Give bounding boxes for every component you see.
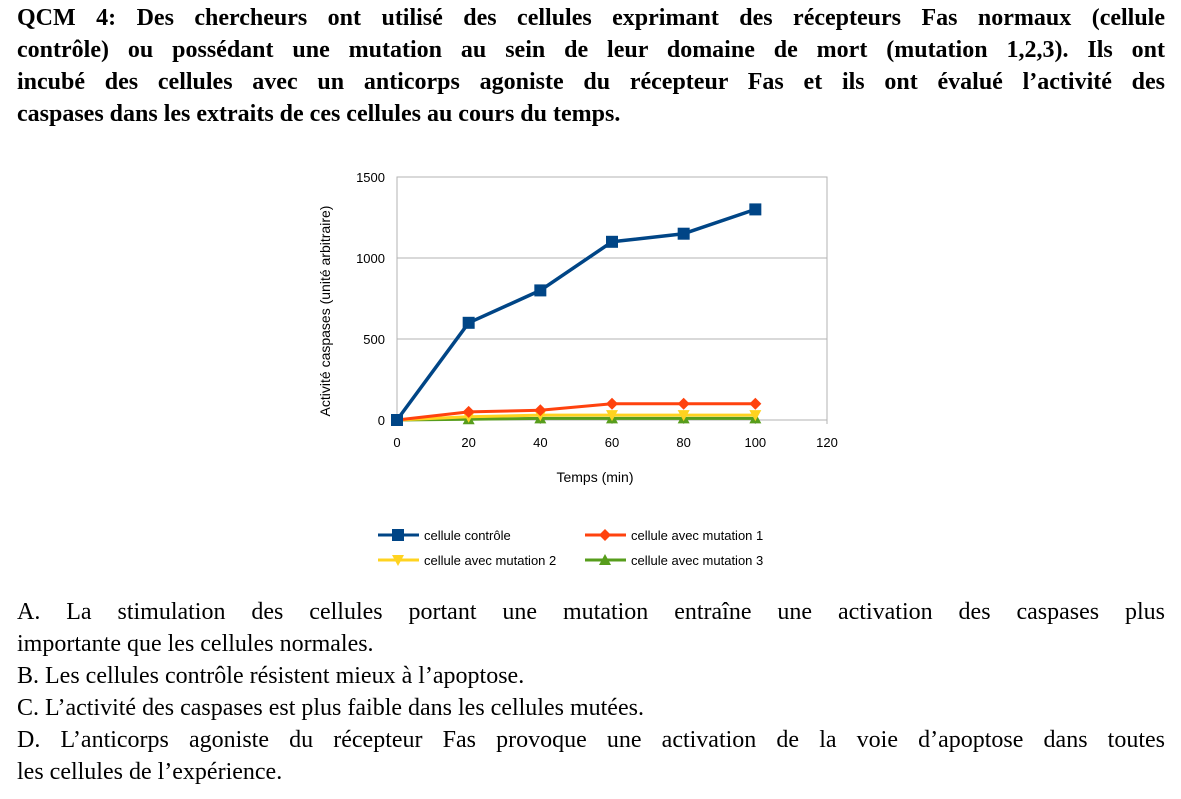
legend-entry-2: cellule avec mutation 2 bbox=[378, 553, 556, 568]
x-tick-2: 40 bbox=[533, 435, 547, 450]
x-tick-1: 20 bbox=[461, 435, 475, 450]
chart-container: 0 500 1000 1500 0 20 40 60 80 100 120 Activité ca… bbox=[0, 160, 1181, 580]
series-0-point-2 bbox=[534, 284, 547, 297]
legend: cellule contrôle cellule avec mutation 1 c… bbox=[378, 528, 763, 568]
legend-marker-2 bbox=[392, 555, 404, 566]
series-0 bbox=[391, 203, 762, 426]
y-tick-2: 1000 bbox=[356, 251, 385, 266]
y-tick-3: 1500 bbox=[356, 170, 385, 185]
question-block: QCM 4: Des chercheurs ont utilisé des ce… bbox=[17, 2, 1165, 130]
legend-marker-3 bbox=[599, 554, 611, 565]
series-2-point-4 bbox=[677, 410, 690, 422]
x-tick-5: 100 bbox=[744, 435, 766, 450]
question-line-2: contrôle) ou possédant une mutation au s… bbox=[17, 37, 1165, 63]
answer-d-line-1: D. L’anticorps agoniste du récepteur Fas… bbox=[17, 727, 1165, 753]
x-tick-labels: 0 20 40 60 80 100 120 bbox=[393, 435, 837, 450]
legend-label-1: cellule avec mutation 1 bbox=[631, 528, 763, 543]
legend-label-0: cellule contrôle bbox=[424, 528, 511, 543]
x-tick-0: 0 bbox=[393, 435, 400, 450]
series-1-point-2 bbox=[534, 404, 547, 417]
series-0-point-3 bbox=[606, 235, 618, 248]
series-1-point-3 bbox=[606, 397, 618, 410]
x-tick-3: 60 bbox=[605, 435, 619, 450]
series-1-point-1 bbox=[462, 405, 475, 418]
y-tick-labels: 0 500 1000 1500 bbox=[356, 170, 385, 428]
answer-d-line-2: les cellules de l’expérience. bbox=[17, 759, 283, 785]
question-line-4: caspases dans les extraits de ces cellul… bbox=[17, 101, 621, 127]
legend-entry-1: cellule avec mutation 1 bbox=[585, 528, 763, 543]
x-tick-6: 120 bbox=[816, 435, 838, 450]
question-line-3: incubé des cellules avec un anticorps ag… bbox=[17, 69, 1165, 95]
caspase-activity-chart: 0 500 1000 1500 0 20 40 60 80 100 120 Activité ca… bbox=[317, 170, 838, 568]
legend-marker-0 bbox=[392, 529, 404, 541]
series-0-point-4 bbox=[677, 227, 690, 240]
answer-c: C. L’activité des caspases est plus faib… bbox=[17, 695, 644, 721]
legend-label-3: cellule avec mutation 3 bbox=[631, 553, 763, 568]
x-tick-4: 80 bbox=[676, 435, 690, 450]
y-tick-0: 0 bbox=[378, 413, 385, 428]
question-line-1: QCM 4: Des chercheurs ont utilisé des ce… bbox=[17, 2, 1165, 34]
series-0-point-1 bbox=[462, 316, 475, 329]
series-2-point-5 bbox=[749, 410, 762, 422]
question-label: QCM 4: bbox=[17, 5, 117, 31]
answer-b: B. Les cellules contrôle résistent mieux… bbox=[17, 663, 525, 689]
series-2-point-3 bbox=[606, 410, 618, 422]
y-tick-1: 500 bbox=[363, 332, 385, 347]
series-0-point-0 bbox=[391, 414, 403, 426]
series-group bbox=[391, 203, 762, 426]
legend-marker-1 bbox=[599, 529, 611, 541]
series-1-point-4 bbox=[677, 397, 690, 410]
x-axis-label: Temps (min) bbox=[556, 469, 633, 485]
y-axis-label: Activité caspases (unité arbitraire) bbox=[317, 206, 333, 417]
series-line-1 bbox=[396, 402, 756, 422]
answer-a-line-1: A. La stimulation des cellules portant u… bbox=[17, 599, 1165, 625]
question-line-1-text: Des chercheurs ont utilisé des cellules … bbox=[136, 5, 1166, 31]
series-0-point-5 bbox=[749, 203, 762, 216]
answers-block: A. La stimulation des cellules portant u… bbox=[17, 596, 1165, 788]
plot-area bbox=[396, 176, 828, 421]
answer-a-line-2: importante que les cellules normales. bbox=[17, 631, 374, 657]
legend-label-2: cellule avec mutation 2 bbox=[424, 553, 556, 568]
series-line-2 bbox=[396, 413, 756, 422]
legend-entry-0: cellule contrôle bbox=[378, 528, 511, 543]
legend-entry-3: cellule avec mutation 3 bbox=[585, 553, 763, 568]
series-line-0 bbox=[395, 207, 756, 422]
series-line-3 bbox=[396, 416, 756, 422]
series-1-point-5 bbox=[749, 397, 762, 410]
